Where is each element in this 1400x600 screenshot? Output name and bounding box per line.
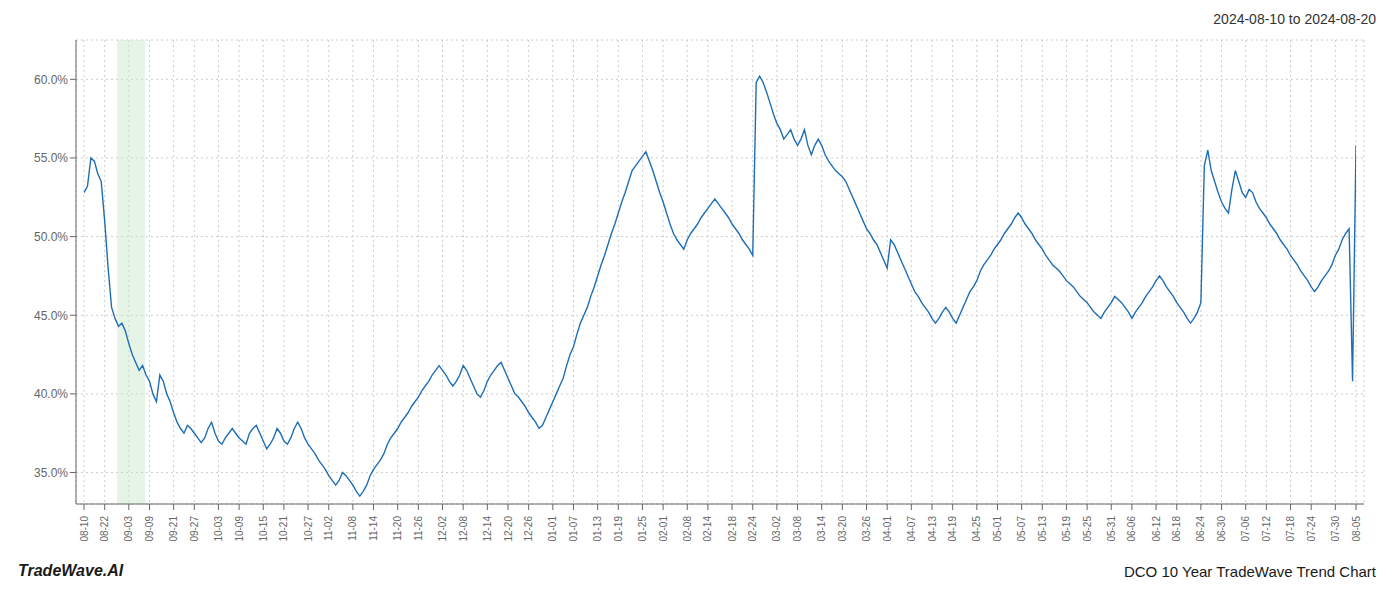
svg-text:03-26: 03-26 <box>861 516 872 542</box>
svg-text:05-01: 05-01 <box>992 516 1003 542</box>
svg-text:04-07: 04-07 <box>906 516 917 542</box>
svg-text:09-09: 09-09 <box>144 516 155 542</box>
svg-text:11-08: 11-08 <box>347 516 358 541</box>
svg-text:04-13: 04-13 <box>927 516 938 542</box>
svg-text:06-24: 06-24 <box>1195 516 1206 542</box>
svg-text:10-03: 10-03 <box>213 516 224 542</box>
svg-text:10-09: 10-09 <box>234 516 245 542</box>
svg-text:03-14: 03-14 <box>816 516 827 542</box>
svg-text:11-02: 11-02 <box>323 516 334 541</box>
svg-text:10-21: 10-21 <box>278 516 289 542</box>
svg-text:45.0%: 45.0% <box>34 309 68 323</box>
svg-text:60.0%: 60.0% <box>34 73 68 87</box>
svg-text:03-08: 03-08 <box>792 516 803 542</box>
html-text:TradeWave.AI: TradeWave.AI <box>18 562 124 579</box>
svg-text:04-19: 04-19 <box>947 516 958 542</box>
svg-text:07-24: 07-24 <box>1306 516 1317 542</box>
svg-text:55.0%: 55.0% <box>34 151 68 165</box>
svg-text:01-01: 01-01 <box>547 516 558 542</box>
svg-text:09-27: 09-27 <box>189 516 200 542</box>
svg-text:06-12: 06-12 <box>1151 516 1162 542</box>
svg-text:08-05: 08-05 <box>1351 516 1362 542</box>
svg-text:12-14: 12-14 <box>482 516 493 542</box>
svg-text:02-08: 02-08 <box>682 516 693 542</box>
svg-text:06-18: 06-18 <box>1171 516 1182 542</box>
svg-text:02-24: 02-24 <box>747 516 758 542</box>
svg-text:50.0%: 50.0% <box>34 230 68 244</box>
svg-text:11-20: 11-20 <box>392 516 403 541</box>
svg-text:05-07: 05-07 <box>1016 516 1027 542</box>
svg-text:12-08: 12-08 <box>458 516 469 542</box>
svg-text:12-26: 12-26 <box>523 516 534 542</box>
svg-text:03-20: 03-20 <box>837 516 848 542</box>
svg-text:01-13: 01-13 <box>592 516 603 542</box>
svg-text:06-30: 06-30 <box>1216 516 1227 542</box>
svg-text:04-01: 04-01 <box>882 516 893 542</box>
svg-text:01-07: 01-07 <box>568 516 579 542</box>
svg-text:10-27: 10-27 <box>303 516 314 542</box>
svg-text:02-18: 02-18 <box>727 516 738 542</box>
html-text:DCO 10 Year TradeWave Trend Ch: DCO 10 Year TradeWave Trend Chart <box>1123 562 1376 580</box>
svg-text:11-14: 11-14 <box>368 516 379 541</box>
svg-text:09-03: 09-03 <box>123 516 134 542</box>
svg-text:35.0%: 35.0% <box>34 466 68 480</box>
svg-text:03-02: 03-02 <box>771 516 782 542</box>
svg-text:40.0%: 40.0% <box>34 387 68 401</box>
svg-text:08-22: 08-22 <box>99 516 110 542</box>
html-text:2024-08-10 to 2024-08-20: 2024-08-10 to 2024-08-20 <box>1213 11 1376 27</box>
svg-text:01-25: 01-25 <box>637 516 648 542</box>
svg-text:06-06: 06-06 <box>1126 516 1137 542</box>
svg-text:01-19: 01-19 <box>613 516 624 542</box>
svg-text:12-02: 12-02 <box>437 516 448 542</box>
svg-text:07-30: 07-30 <box>1330 516 1341 542</box>
svg-text:09-21: 09-21 <box>168 516 179 542</box>
svg-text:02-14: 02-14 <box>702 516 713 542</box>
svg-text:11-26: 11-26 <box>413 516 424 541</box>
svg-text:02-01: 02-01 <box>658 516 669 542</box>
svg-text:05-31: 05-31 <box>1106 516 1117 542</box>
svg-text:08-10: 08-10 <box>79 516 90 542</box>
svg-text:05-19: 05-19 <box>1061 516 1072 542</box>
svg-text:05-25: 05-25 <box>1082 516 1093 542</box>
svg-text:07-18: 07-18 <box>1285 516 1296 542</box>
svg-text:04-25: 04-25 <box>971 516 982 542</box>
svg-text:05-13: 05-13 <box>1037 516 1048 542</box>
svg-text:07-06: 07-06 <box>1240 516 1251 542</box>
svg-text:07-12: 07-12 <box>1261 516 1272 542</box>
svg-text:12-20: 12-20 <box>503 516 514 542</box>
svg-text:10-15: 10-15 <box>258 516 269 542</box>
